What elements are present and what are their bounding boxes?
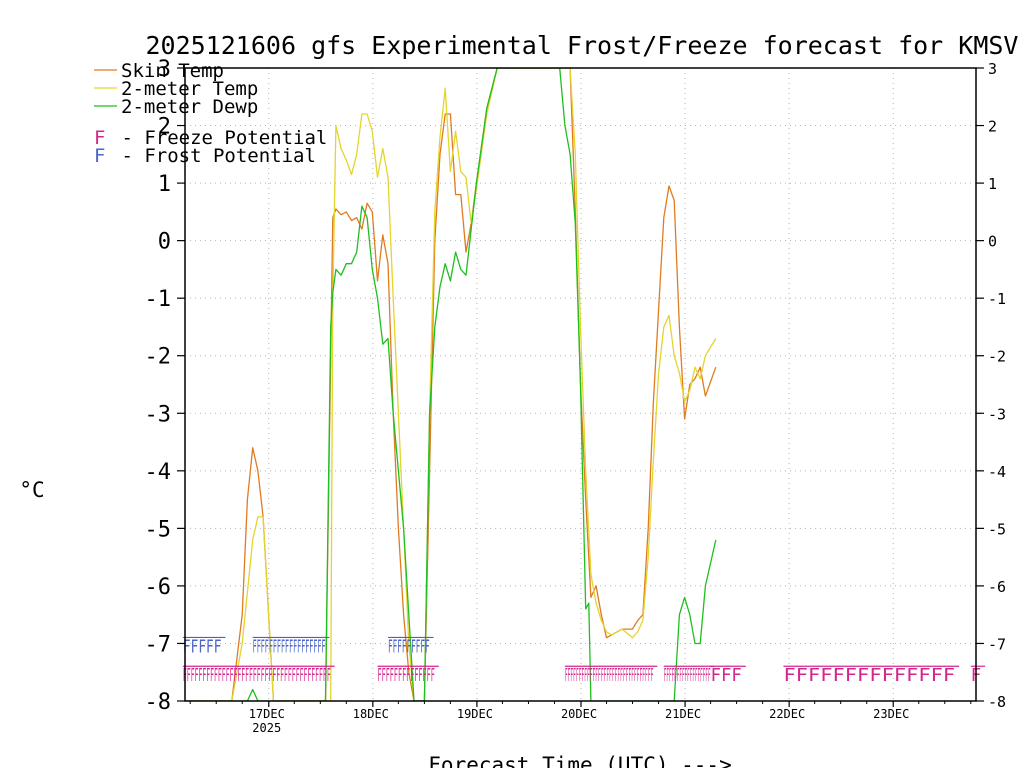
y-tick-label-left: -1	[145, 287, 172, 312]
y-tick-label-right: -2	[988, 348, 1006, 366]
y-tick-label-right: 0	[988, 233, 997, 251]
frost-segment: FFFFF	[183, 636, 222, 657]
indicator-legend-label: - Freeze Potential	[110, 127, 327, 149]
y-tick-label-right: -4	[988, 463, 1006, 481]
y-tick-label-right: -8	[988, 693, 1006, 711]
chart-title: 2025121606 gfs Experimental Frost/Freeze…	[146, 31, 1019, 60]
freeze-segment: FFFFFFFFFFFFFF	[378, 665, 435, 686]
plot-area	[185, 68, 717, 701]
y-tick-label-left: -6	[145, 575, 172, 600]
series-line-skin-temp	[185, 68, 717, 701]
freeze-segment: FFFFFFFFFFFFFF	[783, 665, 955, 686]
y-tick-label-left: 0	[158, 230, 171, 255]
y-tick-label-left: -7	[145, 632, 172, 657]
y-tick-label-left: -4	[145, 460, 172, 485]
series-line-2-meter-temp	[185, 68, 717, 701]
y-tick-label-left: -5	[145, 517, 172, 542]
x-axis-label: Forecast Time (UTC) --->	[428, 753, 731, 768]
freeze-segment: FFF	[711, 665, 742, 686]
y-tick-label-right: -7	[988, 635, 1006, 653]
y-tick-label-right: -1	[988, 290, 1006, 308]
x-tick-sublabel: 2025	[252, 721, 281, 735]
y-tick-label-left: 1	[158, 172, 171, 197]
y-tick-label-right: -5	[988, 520, 1006, 538]
x-tick-label: 23DEC	[873, 707, 909, 721]
freeze-segment: FFFFFFFFFFFFFFFFFF	[664, 665, 711, 686]
y-tick-label-right: 1	[988, 175, 997, 193]
y-tick-label-left: -2	[145, 345, 172, 370]
x-tick-label: 17DEC	[249, 707, 285, 721]
y-tick-label-right: 3	[988, 60, 997, 78]
y-tick-label-left: 2	[158, 115, 171, 140]
frost-segment: FFFFFFFFF	[388, 636, 430, 657]
x-tick-label: 18DEC	[353, 707, 389, 721]
x-tick-label: 22DEC	[769, 707, 805, 721]
y-tick-label-left: -3	[145, 402, 172, 427]
grid	[185, 68, 976, 701]
x-tick-label: 20DEC	[561, 707, 597, 721]
legend-label: Skin Temp	[121, 60, 224, 82]
series-line-2-meter-dewp	[185, 68, 717, 701]
y-tick-label-right: 2	[988, 118, 997, 136]
y-tick-label-right: -6	[988, 578, 1006, 596]
freeze-segment: FFFFFFFFFFFFFFFFFFFFFFFFFFFFFFFFFFFFFF	[183, 665, 331, 686]
y-axis-left: 3 2 1 0 -1 -2 -3 -4 -5 -6 -7 -8	[145, 57, 185, 715]
frost-segment: FFFFFFFFFFFFFFFFFF	[253, 636, 326, 657]
y-axis-right: 3 2 1 0 -1 -2 -3 -4 -5 -6 -7 -8	[976, 60, 1006, 711]
frost-freeze-indicators: FFFFF FFFFFFFFFFFFFFFFFF FFFFFFFFFFFFFFFFF…	[182, 636, 986, 686]
y-axis-label: °C	[19, 478, 44, 502]
legend-label: 2-meter Dewp	[121, 96, 258, 118]
indicator-legend-glyph: F	[94, 145, 105, 167]
y-tick-label-left: 3	[158, 57, 171, 82]
y-tick-label-right: -3	[988, 405, 1006, 423]
x-tick-label: 21DEC	[665, 707, 701, 721]
indicator-legend-glyph: F	[94, 127, 105, 149]
freeze-segment: FFFFFFFFFFFFFFFFFFFFFFFFFFFFFFFF	[565, 665, 653, 686]
indicator-legend-label: - Frost Potential	[110, 145, 316, 167]
x-tick-label: 19DEC	[457, 707, 493, 721]
legend-label: 2-meter Temp	[121, 78, 258, 100]
y-tick-label-left: -8	[145, 690, 172, 715]
